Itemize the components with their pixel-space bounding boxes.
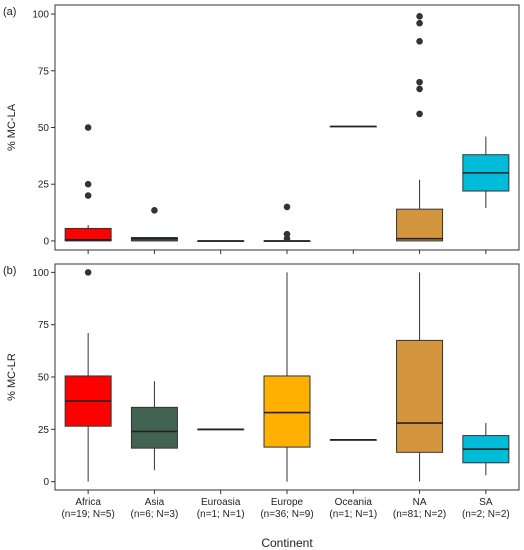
y-axis-label: % MC-LA bbox=[6, 103, 18, 151]
outlier-point bbox=[283, 230, 291, 238]
x-tick-count-label: (n=1; N=1) bbox=[197, 509, 245, 520]
y-axis-label: % MC-LR bbox=[6, 353, 18, 401]
outlier-point bbox=[283, 203, 291, 211]
x-tick-label: Euroasia bbox=[201, 497, 241, 508]
x-tick-label: Asia bbox=[145, 497, 165, 508]
x-tick-label: Europe bbox=[271, 497, 304, 508]
outlier-point bbox=[84, 269, 92, 276]
outlier-point bbox=[84, 180, 92, 188]
x-tick-count-label: (n=1; N=1) bbox=[329, 509, 377, 520]
y-tick-label: 25 bbox=[38, 180, 50, 191]
box bbox=[64, 227, 112, 242]
outlier-point bbox=[283, 235, 291, 242]
x-tick-label: SA bbox=[479, 497, 493, 508]
box bbox=[396, 208, 444, 242]
x-tick-label: NA bbox=[413, 497, 427, 508]
y-tick-label: 100 bbox=[32, 268, 49, 279]
y-tick-label: 0 bbox=[43, 477, 49, 488]
x-tick-count-label: (n=36; N=9) bbox=[260, 509, 313, 520]
panel-tag: (a) bbox=[3, 6, 16, 18]
y-tick-label: 0 bbox=[43, 236, 49, 247]
outlier-point bbox=[416, 85, 423, 93]
outlier-point bbox=[151, 207, 158, 214]
x-tick-count-label: (n=6; N=3) bbox=[131, 509, 179, 520]
box bbox=[130, 406, 178, 449]
y-tick-label: 100 bbox=[32, 10, 49, 21]
outlier-point bbox=[416, 19, 423, 27]
y-tick-label: 25 bbox=[38, 425, 50, 436]
outlier-point bbox=[416, 78, 423, 86]
box bbox=[396, 339, 444, 453]
box bbox=[263, 375, 311, 448]
y-tick-label: 75 bbox=[38, 320, 50, 331]
outlier-point bbox=[84, 192, 92, 199]
x-tick-label: Africa bbox=[75, 497, 101, 508]
x-axis-label: Continent bbox=[261, 536, 313, 550]
y-tick-label: 50 bbox=[38, 123, 50, 134]
x-tick-count-label: (n=81; N=2) bbox=[393, 509, 446, 520]
outlier-point bbox=[84, 124, 92, 131]
y-tick-label: 75 bbox=[38, 66, 50, 77]
x-tick-count-label: (n=2; N=2) bbox=[462, 509, 510, 520]
x-tick-label: Oceania bbox=[335, 497, 373, 508]
outlier-point bbox=[416, 13, 423, 20]
panel-frame bbox=[54, 4, 520, 251]
x-tick-count-label: (n=19; N=5) bbox=[61, 509, 114, 520]
panel-tag: (b) bbox=[3, 265, 16, 277]
y-tick-label: 50 bbox=[38, 373, 50, 384]
outlier-point bbox=[416, 37, 423, 45]
outlier-point bbox=[416, 110, 423, 118]
